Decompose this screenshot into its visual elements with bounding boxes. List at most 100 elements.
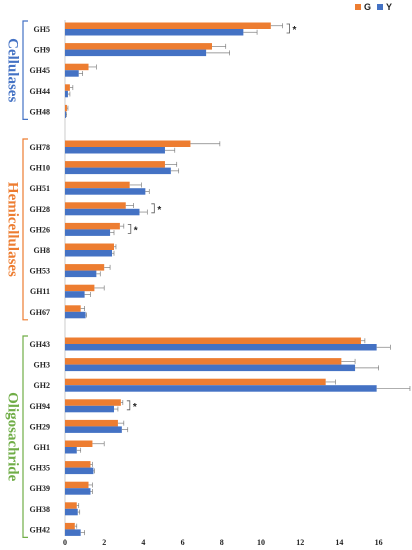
group-bracket (22, 138, 28, 321)
category-label: GH1 (34, 443, 50, 452)
bar-g (65, 378, 326, 386)
group-title: Oligosachride (5, 392, 21, 482)
bar-g (65, 202, 126, 209)
bar-y (65, 250, 113, 257)
category-label: GH94 (30, 402, 50, 411)
bar-g (65, 419, 118, 427)
significance-bracket (151, 203, 155, 214)
category-label: GH11 (30, 287, 50, 296)
bar-g (65, 222, 120, 230)
legend-swatch-y (377, 4, 383, 10)
category-label: GH45 (30, 66, 50, 75)
category-label: GH44 (30, 87, 50, 96)
bar-g (65, 43, 212, 50)
significance-bracket (127, 224, 132, 234)
category-label: GH67 (30, 308, 50, 317)
significance-bracket (126, 400, 131, 411)
bar-y (65, 70, 79, 77)
bar-g (65, 284, 95, 292)
bar-g (65, 104, 67, 112)
group-title: Cellulases (5, 38, 21, 102)
x-tick-label: 0 (63, 538, 67, 547)
bar-g (65, 63, 89, 71)
bar-y (65, 147, 165, 154)
bar-y (65, 529, 81, 536)
bar-g (65, 84, 70, 91)
category-label: GH10 (30, 164, 50, 173)
significance-marker: * (157, 205, 161, 216)
bar-y (65, 426, 122, 433)
bar-g (65, 243, 114, 250)
category-label: GH35 (30, 464, 50, 473)
bar-y (65, 188, 146, 195)
bar-y (65, 447, 77, 454)
bar-y (65, 291, 85, 298)
bar-g (65, 161, 165, 168)
legend-swatch-g (355, 4, 361, 10)
bar-g (65, 305, 81, 312)
bar-y (65, 467, 94, 475)
group-bracket (22, 335, 28, 538)
bar-y (65, 208, 140, 216)
category-label: GH28 (30, 205, 50, 214)
bar-g (65, 140, 191, 147)
bars-layer: * * * * (65, 22, 411, 536)
category-label: GH42 (30, 525, 50, 534)
bar-y (65, 488, 91, 495)
category-labels: GH5 GH9 GH45 GH44 GH48 GH78 GH10 GH51 GH28 GH26 GH… (30, 25, 50, 534)
group-bracket (22, 20, 28, 120)
significance-marker: * (133, 402, 137, 413)
bar-y (65, 49, 207, 57)
category-label: GH78 (30, 143, 50, 152)
bar-y (65, 167, 171, 175)
category-label: GH3 (34, 361, 50, 370)
category-label: GH53 (30, 267, 50, 276)
category-label: GH29 (30, 422, 50, 431)
x-tick-label: 2 (102, 538, 106, 547)
category-label: GH5 (34, 25, 50, 34)
category-label: GH48 (30, 107, 50, 116)
significance-marker: * (134, 225, 138, 236)
x-tick-label: 12 (296, 538, 304, 547)
bar-g (65, 461, 91, 468)
legend-label-y: Y (386, 2, 392, 12)
x-tick-label: 8 (220, 538, 224, 547)
x-tick-label: 4 (141, 538, 145, 547)
bar-y (65, 90, 68, 98)
bar-y (65, 270, 97, 278)
bar-g (65, 181, 130, 189)
bar-g (65, 264, 105, 271)
bar-y (65, 344, 377, 351)
bar-g (65, 502, 77, 509)
bar-y (65, 364, 356, 372)
x-tick-label: 14 (335, 538, 343, 547)
category-label: GH39 (30, 484, 50, 493)
significance-bracket (286, 23, 290, 34)
bar-g (65, 481, 89, 489)
bar-y (65, 311, 86, 319)
category-label: GH8 (34, 246, 50, 255)
x-tick-label: 10 (257, 538, 265, 547)
significance-marker: * (293, 25, 297, 36)
category-label: GH51 (30, 184, 50, 193)
group-annotations: Cellulases Hemicellulases Oligosachride (5, 20, 28, 538)
bar-g (65, 522, 75, 530)
x-tick-label: 16 (375, 538, 383, 547)
bar-g (65, 399, 121, 406)
legend-label-g: G (364, 2, 371, 12)
category-label: GH38 (30, 505, 50, 514)
bar-y (65, 405, 114, 413)
bar-g (65, 440, 93, 447)
bar-y (65, 111, 66, 118)
bar-g (65, 358, 342, 365)
bar-g (65, 22, 271, 29)
bar-y (65, 385, 377, 392)
x-tick-labels: 0 2 4 6 8 10 12 14 16 (63, 538, 383, 547)
category-label: GH43 (30, 340, 50, 349)
bar-y (65, 508, 78, 516)
category-label: GH26 (30, 225, 50, 234)
group-title: Hemicellulases (5, 182, 21, 277)
bar-y (65, 29, 244, 36)
